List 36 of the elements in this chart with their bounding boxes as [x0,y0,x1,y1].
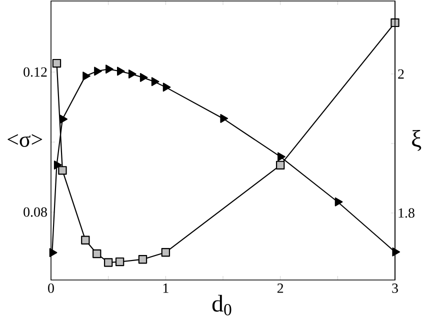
point [49,248,58,258]
point [151,77,160,86]
point [52,58,62,68]
x-tick-label: 0 [48,284,54,293]
point [58,166,67,175]
point [81,236,90,244]
y2-tick-label: 2 [398,69,404,79]
x-tick-label: 1 [163,284,168,293]
point [94,66,102,76]
point [390,18,400,28]
point [138,254,148,264]
point [140,73,148,82]
point [106,64,114,74]
y2-axis-title: ξ [412,130,422,151]
x-tick-label: 3 [392,284,398,293]
point [392,247,400,256]
y-axis-title: <σ> [8,134,42,147]
point [162,82,171,92]
point [115,257,124,266]
y-tick-label: 0.12 [24,67,47,77]
point [60,114,68,124]
y2-tick-label: 1.8 [398,208,414,218]
point [92,249,102,258]
point [334,197,343,206]
point [128,70,136,78]
x-tick-label: 2 [277,284,284,293]
point [104,258,113,267]
point [276,160,285,170]
point [82,72,90,81]
point [54,160,62,170]
point [278,152,286,162]
y-tick-label: 0.08 [24,207,47,217]
point [220,114,228,123]
x-axis-title: d$_{0}$ [212,294,232,316]
point [117,66,125,76]
point [161,248,170,257]
